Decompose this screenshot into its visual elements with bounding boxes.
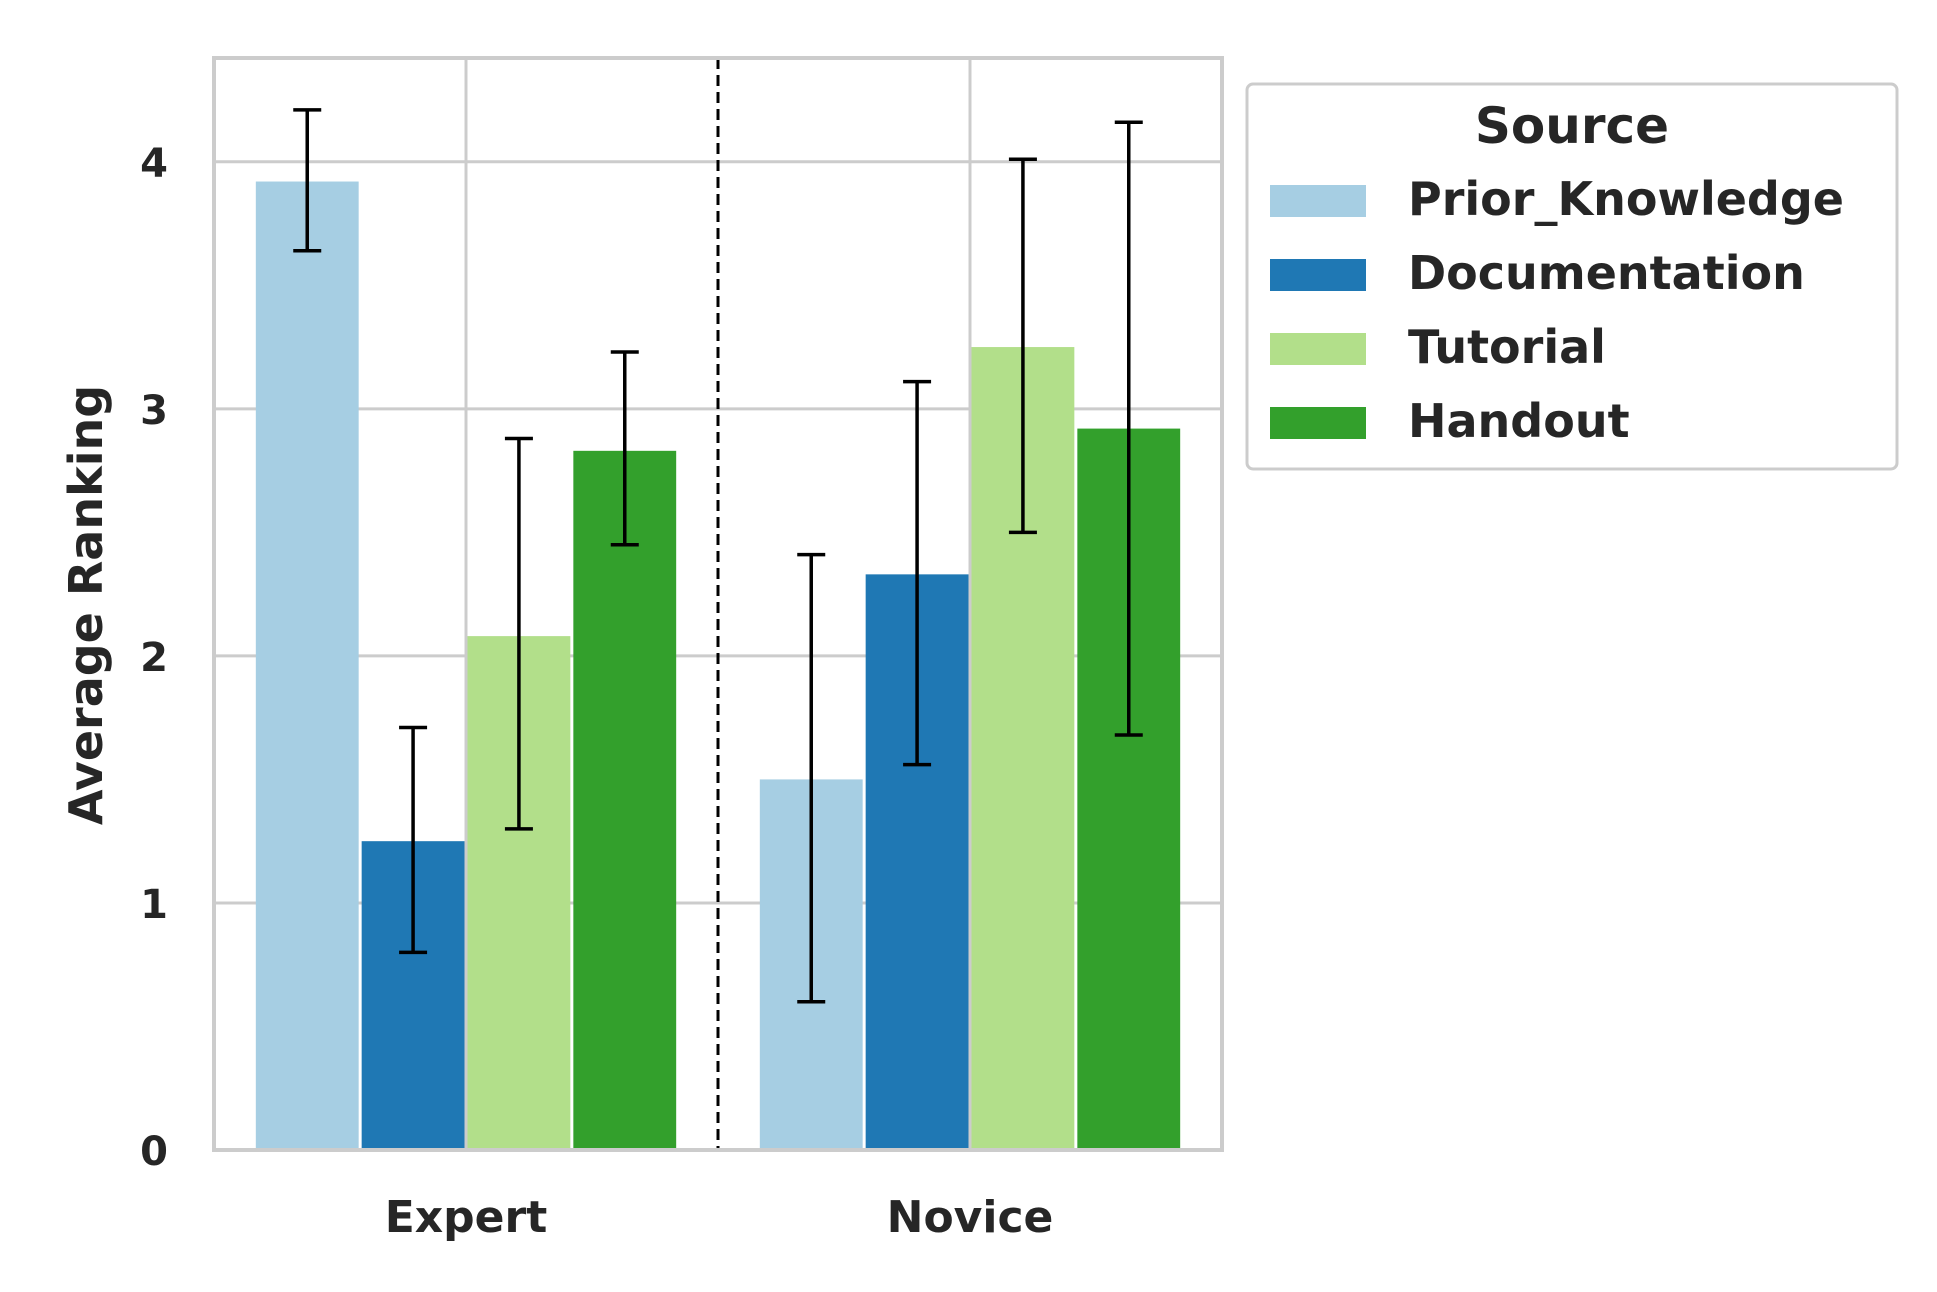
y-tick-label: 3 <box>140 388 168 434</box>
legend-frame <box>1245 82 1899 471</box>
legend-swatch <box>1270 185 1366 217</box>
plot-frame <box>212 56 1224 1152</box>
bar <box>573 450 677 1151</box>
legend-label: Prior_Knowledge <box>1408 172 1844 226</box>
error-bars <box>293 108 1143 1004</box>
y-tick-label: 1 <box>140 882 168 928</box>
legend-swatch <box>1270 333 1366 365</box>
legend-title: Source <box>1475 97 1669 155</box>
x-tick-label: Novice <box>887 1192 1054 1243</box>
axes: 0 1 2 3 4 Expert Novice <box>140 56 1224 1243</box>
legend: Source Prior_Knowledge Documentation Tutor… <box>1245 82 1899 471</box>
y-tick-label: 0 <box>140 1129 168 1175</box>
legend-label: Tutorial <box>1408 320 1606 374</box>
y-tick-label: 2 <box>140 635 168 681</box>
legend-label: Documentation <box>1408 246 1805 300</box>
legend-label: Handout <box>1408 394 1630 448</box>
bars <box>255 181 1181 1151</box>
y-tick-label: 4 <box>140 141 168 187</box>
legend-swatch <box>1270 259 1366 291</box>
y-axis-label: Average Ranking <box>59 385 113 825</box>
x-tick-label: Expert <box>385 1192 548 1243</box>
legend-swatch <box>1270 407 1366 439</box>
bar <box>255 181 359 1150</box>
